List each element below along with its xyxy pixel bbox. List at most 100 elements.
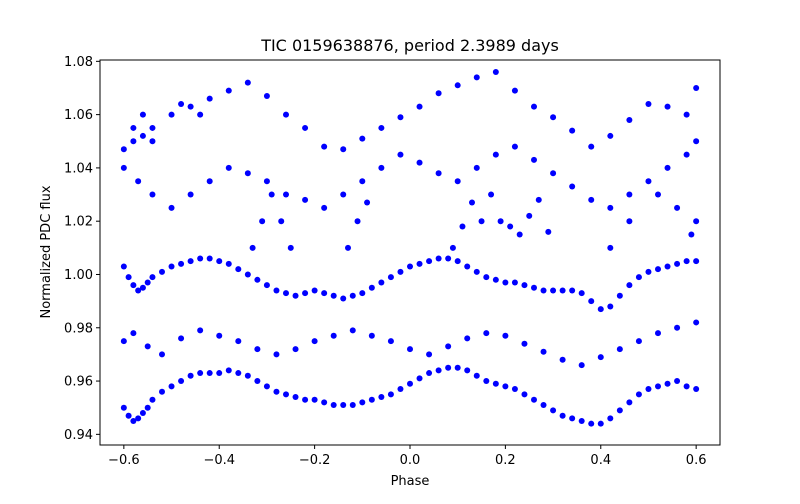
- data-point: [449, 244, 456, 251]
- x-tick-label: −0.6: [108, 453, 140, 468]
- data-point: [235, 266, 242, 273]
- data-point: [569, 415, 576, 422]
- data-point: [635, 274, 642, 281]
- data-point: [197, 255, 204, 262]
- data-point: [139, 410, 146, 417]
- data-point: [426, 351, 433, 358]
- data-point: [349, 292, 356, 299]
- data-point: [607, 415, 614, 422]
- data-point: [159, 388, 165, 395]
- data-point: [626, 191, 633, 198]
- data-point: [330, 292, 337, 299]
- x-tick-label: 0.6: [686, 453, 707, 468]
- data-point: [135, 415, 142, 422]
- data-point: [283, 111, 289, 118]
- data-point: [416, 260, 423, 267]
- data-point: [531, 103, 537, 110]
- data-point: [674, 260, 681, 267]
- data-point: [144, 343, 151, 350]
- data-point: [626, 399, 633, 406]
- data-point: [473, 372, 480, 379]
- data-point: [397, 268, 404, 275]
- data-point: [187, 191, 194, 198]
- data-point: [550, 407, 557, 414]
- data-point: [216, 370, 223, 377]
- data-point: [511, 143, 518, 150]
- data-point: [349, 327, 356, 334]
- data-points: [120, 68, 700, 427]
- data-point: [507, 223, 514, 230]
- data-point: [263, 383, 270, 390]
- data-point: [664, 380, 671, 387]
- data-point: [254, 346, 261, 353]
- data-point: [144, 279, 151, 286]
- data-point: [607, 303, 614, 310]
- plot-frame: [99, 59, 721, 446]
- data-point: [225, 164, 232, 171]
- x-tick-label: 0.4: [590, 453, 611, 468]
- data-point: [588, 298, 595, 305]
- data-point: [588, 420, 595, 427]
- data-point: [254, 276, 261, 283]
- data-point: [130, 418, 137, 425]
- data-point: [502, 332, 509, 339]
- data-point: [492, 276, 499, 283]
- data-point: [655, 330, 661, 337]
- data-point: [655, 383, 661, 390]
- data-point: [674, 324, 681, 331]
- data-point: [407, 380, 413, 387]
- data-point: [302, 196, 309, 203]
- data-point: [454, 178, 461, 185]
- data-point: [578, 362, 585, 369]
- data-point: [244, 170, 251, 177]
- data-point: [531, 284, 537, 291]
- data-point: [273, 388, 280, 395]
- data-point: [454, 364, 461, 371]
- data-point: [283, 191, 289, 198]
- data-point: [492, 68, 499, 75]
- data-point: [416, 375, 423, 382]
- data-point: [426, 258, 433, 265]
- data-point: [130, 330, 137, 337]
- data-point: [483, 378, 490, 385]
- data-point: [550, 170, 557, 177]
- data-point: [359, 178, 366, 185]
- data-point: [616, 407, 623, 414]
- data-point: [321, 290, 328, 297]
- data-point: [135, 287, 142, 294]
- data-point: [464, 335, 471, 342]
- data-point: [559, 356, 566, 363]
- data-point: [340, 295, 347, 302]
- data-point: [688, 231, 695, 238]
- data-point: [206, 255, 213, 262]
- data-point: [645, 386, 652, 393]
- data-point: [378, 164, 385, 171]
- data-point: [130, 138, 137, 145]
- data-point: [249, 244, 256, 251]
- data-point: [469, 199, 475, 206]
- data-point: [273, 287, 280, 294]
- data-point: [616, 346, 623, 353]
- data-point: [473, 268, 480, 275]
- data-point: [483, 330, 490, 337]
- data-point: [244, 372, 251, 379]
- y-tick-label: 1.00: [64, 268, 93, 283]
- data-point: [130, 124, 137, 131]
- data-point: [435, 255, 442, 262]
- data-point: [135, 178, 142, 185]
- data-point: [235, 370, 242, 377]
- data-point: [492, 380, 499, 387]
- y-axis-label: Normalized PDC flux: [39, 185, 54, 318]
- data-point: [225, 260, 232, 267]
- data-point: [645, 100, 652, 107]
- data-point: [607, 244, 614, 251]
- data-point: [550, 287, 557, 294]
- data-point: [664, 164, 671, 171]
- data-point: [168, 383, 175, 390]
- data-point: [130, 282, 137, 289]
- data-point: [259, 218, 266, 225]
- data-point: [492, 151, 499, 158]
- data-point: [693, 258, 700, 265]
- data-point: [178, 260, 185, 267]
